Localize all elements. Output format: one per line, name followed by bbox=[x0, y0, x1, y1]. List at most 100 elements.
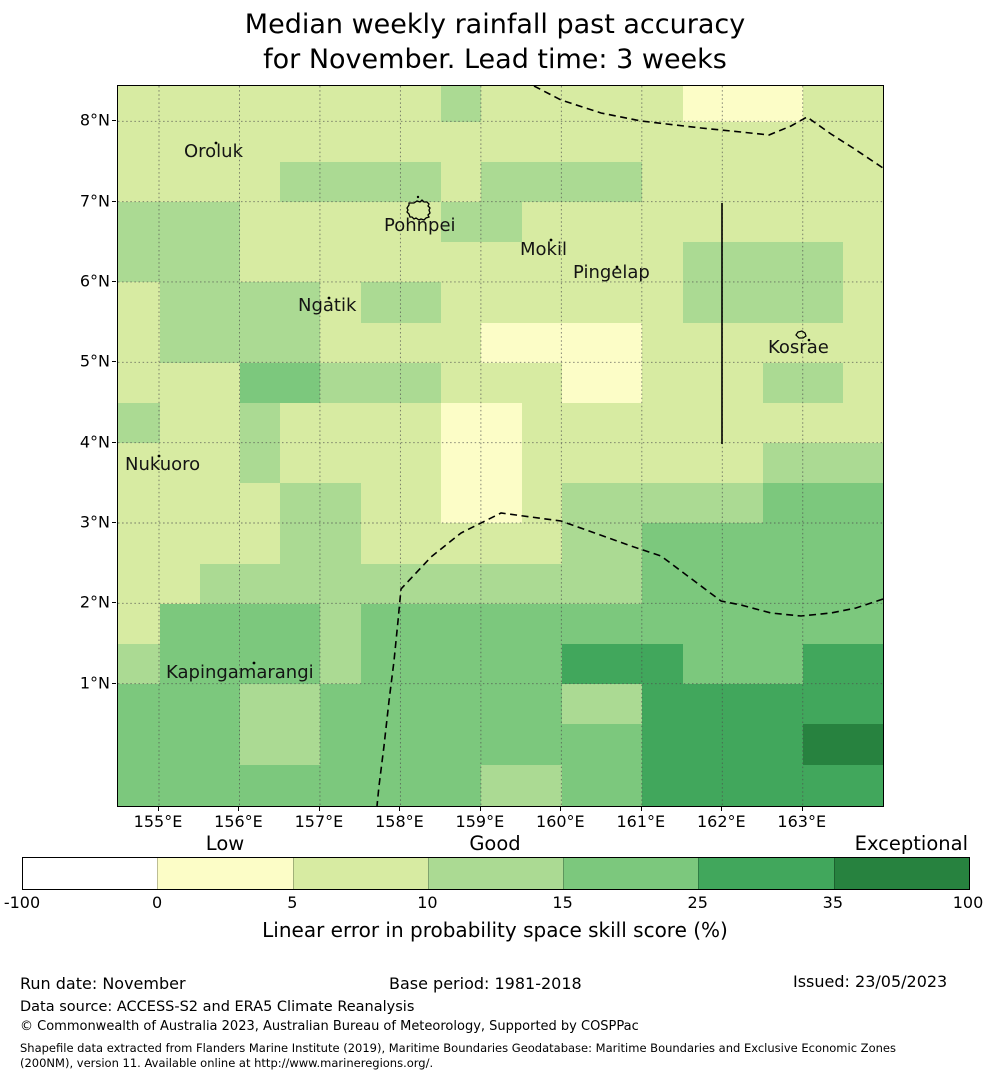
colorbar-segment bbox=[157, 858, 293, 889]
colorbar-label-low: Low bbox=[205, 832, 245, 855]
heatmap-cell bbox=[239, 86, 281, 122]
heatmap-cell bbox=[802, 281, 844, 323]
heatmap-cell bbox=[440, 201, 482, 243]
map-overlay bbox=[118, 86, 883, 806]
heatmap-cell bbox=[400, 723, 442, 765]
heatmap-cell bbox=[400, 281, 442, 323]
heatmap-cell bbox=[722, 201, 764, 243]
heatmap-cell bbox=[480, 201, 522, 243]
heatmap-cell bbox=[722, 563, 764, 604]
heatmap-cell bbox=[118, 281, 160, 323]
heatmap-cell bbox=[400, 482, 442, 524]
place-label-pingelap: Pingelap bbox=[573, 262, 650, 283]
heatmap-cell bbox=[601, 322, 643, 363]
colorbar-tick-label: 5 bbox=[287, 893, 298, 912]
heatmap-cell bbox=[802, 442, 844, 484]
heatmap-cell bbox=[641, 523, 683, 564]
heatmap-cell bbox=[480, 86, 522, 122]
heatmap-cell bbox=[521, 86, 562, 122]
heatmap-cell bbox=[722, 161, 764, 203]
heatmap-cell bbox=[601, 683, 643, 725]
x-axis-tick-mark bbox=[640, 807, 642, 811]
heatmap-cell bbox=[762, 523, 804, 564]
heatmap-cell bbox=[199, 201, 240, 243]
ngatik-islet-dot bbox=[327, 296, 331, 300]
heatmap-cell bbox=[601, 241, 643, 283]
heatmap-cell bbox=[159, 603, 200, 644]
heatmap-cell bbox=[601, 402, 643, 444]
heatmap-cell bbox=[199, 281, 240, 323]
heatmap-cell bbox=[722, 523, 764, 564]
heatmap-cell bbox=[118, 723, 160, 765]
heatmap-cell bbox=[641, 161, 683, 203]
x-axis-tick-mark bbox=[399, 807, 401, 811]
heatmap-cell bbox=[159, 161, 200, 203]
heatmap-cell bbox=[400, 643, 442, 685]
heatmap-cell bbox=[802, 241, 844, 283]
heatmap-cell bbox=[440, 362, 482, 403]
shapefile-credit-line1: Shapefile data extracted from Flanders M… bbox=[20, 1041, 896, 1055]
heatmap-cell bbox=[842, 86, 884, 122]
heatmap-cell bbox=[682, 764, 723, 807]
heatmap-cell bbox=[762, 442, 804, 484]
heatmap-cell bbox=[199, 322, 240, 363]
heatmap-cell bbox=[239, 241, 281, 283]
heatmap-cell bbox=[601, 603, 643, 644]
heatmap-cell bbox=[159, 442, 200, 484]
heatmap-cell bbox=[319, 442, 361, 484]
heatmap-cell bbox=[802, 86, 844, 122]
heatmap-cell bbox=[360, 523, 401, 564]
heatmap-cell bbox=[842, 281, 884, 323]
x-axis-tick-label: 157°E bbox=[294, 812, 344, 831]
heatmap-cell bbox=[279, 201, 321, 243]
heatmap-cell bbox=[480, 402, 522, 444]
heatmap-cell bbox=[199, 482, 240, 524]
heatmap-cell bbox=[118, 643, 160, 685]
heatmap-cell bbox=[802, 402, 844, 444]
kosrae-island-outline bbox=[795, 330, 807, 339]
x-axis-tick-label: 160°E bbox=[536, 812, 585, 831]
heatmap-cell bbox=[762, 161, 804, 203]
y-axis-tick-mark bbox=[112, 682, 116, 684]
heatmap-cell bbox=[199, 723, 240, 765]
heatmap-cell bbox=[159, 523, 200, 564]
heatmap-cell bbox=[842, 723, 884, 765]
y-axis-tick-mark bbox=[112, 361, 116, 363]
heatmap-cell bbox=[319, 603, 361, 644]
heatmap-cell bbox=[480, 603, 522, 644]
heatmap-cell bbox=[279, 764, 321, 807]
heatmap-cell bbox=[601, 442, 643, 484]
heatmap-cell bbox=[802, 523, 844, 564]
heatmap-cell bbox=[802, 764, 844, 807]
shapefile-credit-line2: (200NM), version 11. Available online at… bbox=[20, 1056, 434, 1070]
heatmap-cell bbox=[480, 482, 522, 524]
issued-date-text: Issued: 23/05/2023 bbox=[793, 972, 948, 991]
heatmap-cell bbox=[400, 362, 442, 403]
heatmap-cell bbox=[722, 764, 764, 807]
heatmap-cell bbox=[682, 161, 723, 203]
heatmap-cell bbox=[440, 603, 482, 644]
heatmap-cell bbox=[842, 201, 884, 243]
x-axis-tick-label: 159°E bbox=[455, 812, 505, 831]
heatmap-cell bbox=[159, 201, 200, 243]
heatmap-cell bbox=[159, 683, 200, 725]
heatmap-cell bbox=[199, 683, 240, 725]
heatmap-cell bbox=[480, 442, 522, 484]
chart-title: Median weekly rainfall past accuracy for… bbox=[0, 8, 990, 77]
heatmap-cell bbox=[682, 241, 723, 283]
heatmap-cell bbox=[762, 362, 804, 403]
heatmap-cell bbox=[722, 86, 764, 122]
skill-score-heatmap bbox=[117, 85, 884, 807]
heatmap-cell bbox=[722, 362, 764, 403]
heatmap-cell bbox=[802, 362, 844, 403]
heatmap-cell bbox=[521, 402, 562, 444]
pohnpei-island-outline bbox=[406, 199, 431, 221]
heatmap-cell bbox=[440, 523, 482, 564]
heatmap-cell bbox=[521, 603, 562, 644]
heatmap-cell bbox=[199, 86, 240, 122]
heatmap-cell bbox=[360, 563, 401, 604]
heatmap-cell bbox=[440, 86, 482, 122]
heatmap-cell bbox=[682, 362, 723, 403]
heatmap-cell bbox=[842, 683, 884, 725]
x-axis-tick-mark bbox=[479, 807, 481, 811]
